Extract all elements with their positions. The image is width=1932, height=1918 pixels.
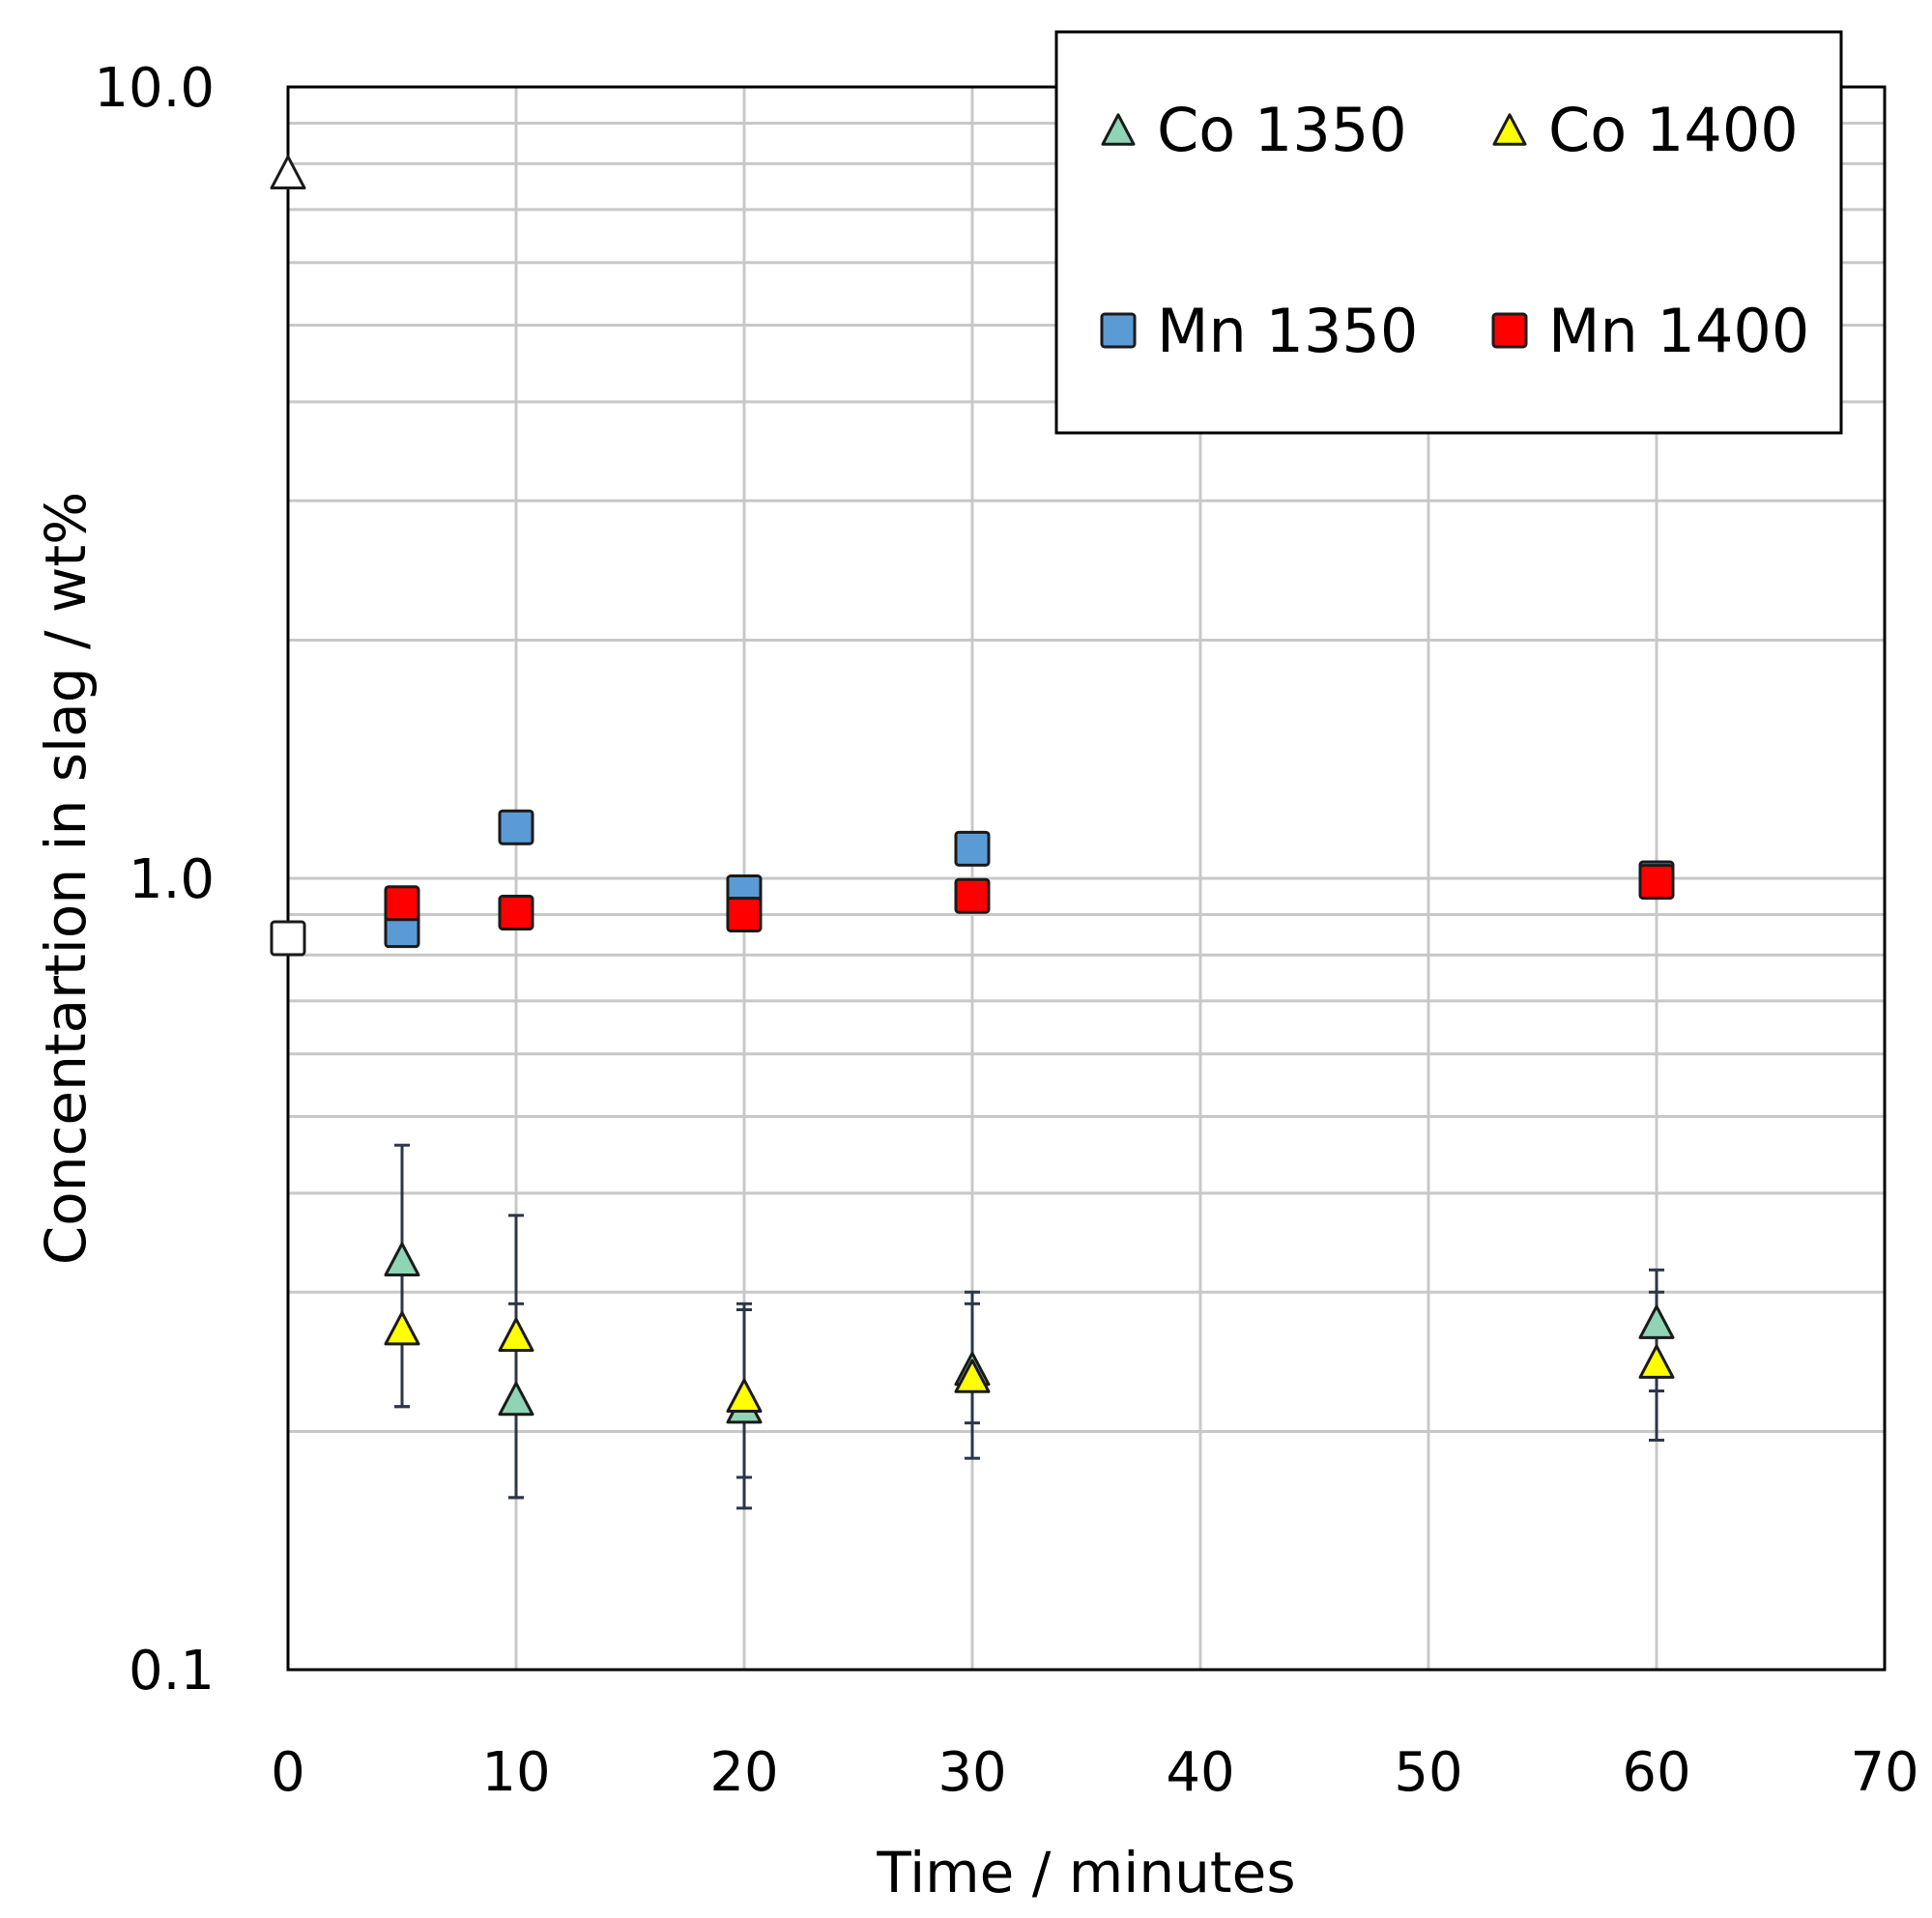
point-mn-1400: [954, 877, 991, 914]
y-tick-label: 1.0: [129, 848, 215, 911]
x-tick-label: 30: [937, 1741, 1006, 1804]
data-markers: [270, 155, 1675, 1424]
point-mn-1350: [954, 830, 991, 867]
tick-labels: 0 10 20 30 40 50 60 70 0.1 1.0 10.0: [94, 57, 1918, 1804]
point-co-1350: [498, 1381, 534, 1417]
x-tick-label: 20: [709, 1741, 778, 1804]
point-mn-1400: [726, 896, 763, 932]
legend-label-co-1350: Co 1350: [1157, 95, 1407, 165]
legend: Co 1350 Co 1400 Mn 1350 Mn 1400: [1054, 30, 1843, 435]
x-tick-label: 70: [1850, 1741, 1918, 1804]
y-tick-label: 0.1: [129, 1640, 215, 1703]
x-tick-label: 40: [1166, 1741, 1234, 1804]
x-tick-label: 10: [481, 1741, 550, 1804]
point-mn-initial: [270, 920, 306, 957]
point-co-1400: [498, 1317, 534, 1353]
legend-label-co-1400: Co 1400: [1548, 95, 1799, 165]
legend-marker-co-1350: [1101, 113, 1136, 146]
point-co-1350: [1638, 1304, 1675, 1339]
point-co-1400: [1638, 1344, 1675, 1379]
point-co-1400: [726, 1378, 763, 1413]
y-axis-title: Concentartion in slag / wt%: [33, 492, 99, 1265]
x-tick-label: 50: [1394, 1741, 1462, 1804]
point-co-1400: [384, 1311, 420, 1346]
legend-marker-co-1400: [1492, 113, 1527, 146]
point-mn-1400: [384, 885, 420, 922]
point-mn-1400: [1638, 864, 1675, 901]
point-mn-1350: [498, 809, 534, 845]
x-axis-title: Time / minutes: [876, 1840, 1295, 1905]
legend-label-mn-1350: Mn 1350: [1157, 296, 1418, 366]
point-mn-1400: [498, 895, 534, 931]
legend-box: [1054, 30, 1843, 435]
legend-marker-mn-1400: [1491, 312, 1528, 349]
x-tick-label: 0: [271, 1741, 305, 1804]
point-co-initial: [270, 155, 306, 190]
x-tick-label: 60: [1622, 1741, 1690, 1804]
point-co-1350: [384, 1242, 420, 1276]
point-co-1400: [954, 1359, 991, 1393]
error-bars: [394, 929, 1664, 1510]
legend-label-mn-1400: Mn 1400: [1548, 296, 1809, 366]
y-tick-label: 10.0: [94, 57, 215, 120]
legend-marker-mn-1350: [1100, 312, 1137, 349]
